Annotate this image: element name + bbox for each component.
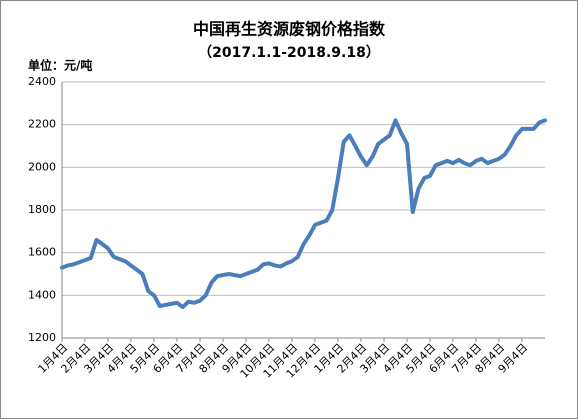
data-line	[60, 118, 547, 310]
y-tick-label: 2400	[28, 75, 56, 88]
y-tick-label: 1800	[28, 203, 56, 216]
y-axis-label: 单位：元/吨	[28, 58, 92, 73]
y-tick-label: 1600	[28, 246, 56, 259]
chart-subtitle: （2017.1.1-2018.9.18）	[198, 45, 380, 61]
chart-title: 中国再生资源废钢价格指数	[193, 20, 386, 39]
y-tick-label: 2000	[28, 160, 56, 173]
y-tick-label: 2200	[28, 118, 56, 131]
y-tick-label: 1400	[28, 288, 56, 301]
y-tick-label: 1200	[28, 331, 56, 344]
